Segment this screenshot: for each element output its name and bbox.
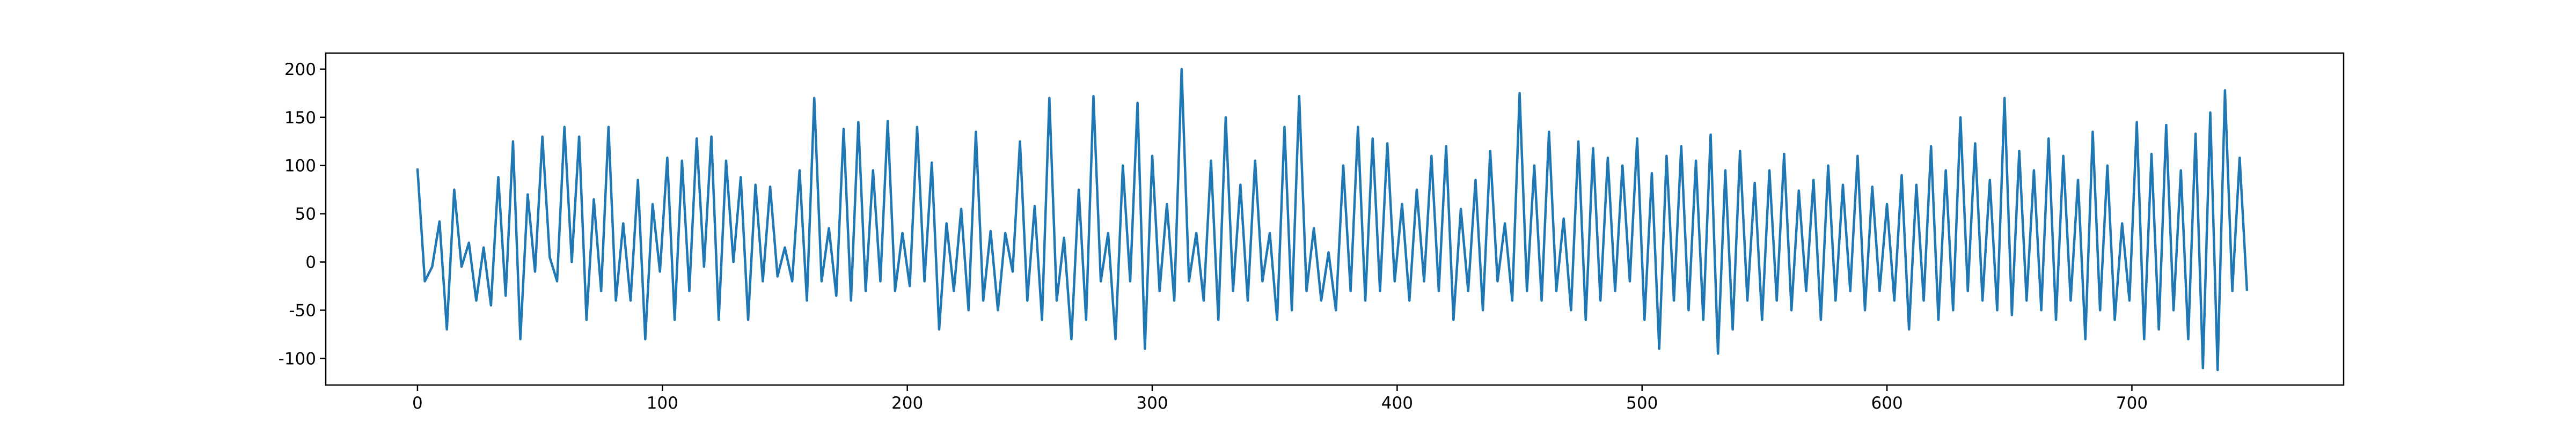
y-tick-label: 100 [284,157,316,176]
plot-frame [325,52,2345,386]
y-tick-label: 200 [284,60,316,79]
x-tick-label: 500 [1626,394,1658,413]
y-tick-label: 50 [295,205,316,224]
x-tick-label: 200 [891,394,923,413]
y-tick-label: -50 [289,301,316,320]
data-line [416,68,2249,372]
x-tick-label: 100 [647,394,678,413]
x-tick-label: 600 [1871,394,1903,413]
y-tick-label: -100 [279,349,316,368]
y-tick-label: 0 [305,253,316,272]
y-tick-label: 150 [284,108,316,128]
x-tick-label: 0 [412,394,423,413]
x-tick-label: 400 [1381,394,1413,413]
x-tick-label: 700 [2116,394,2148,413]
x-tick-label: 300 [1136,394,1168,413]
